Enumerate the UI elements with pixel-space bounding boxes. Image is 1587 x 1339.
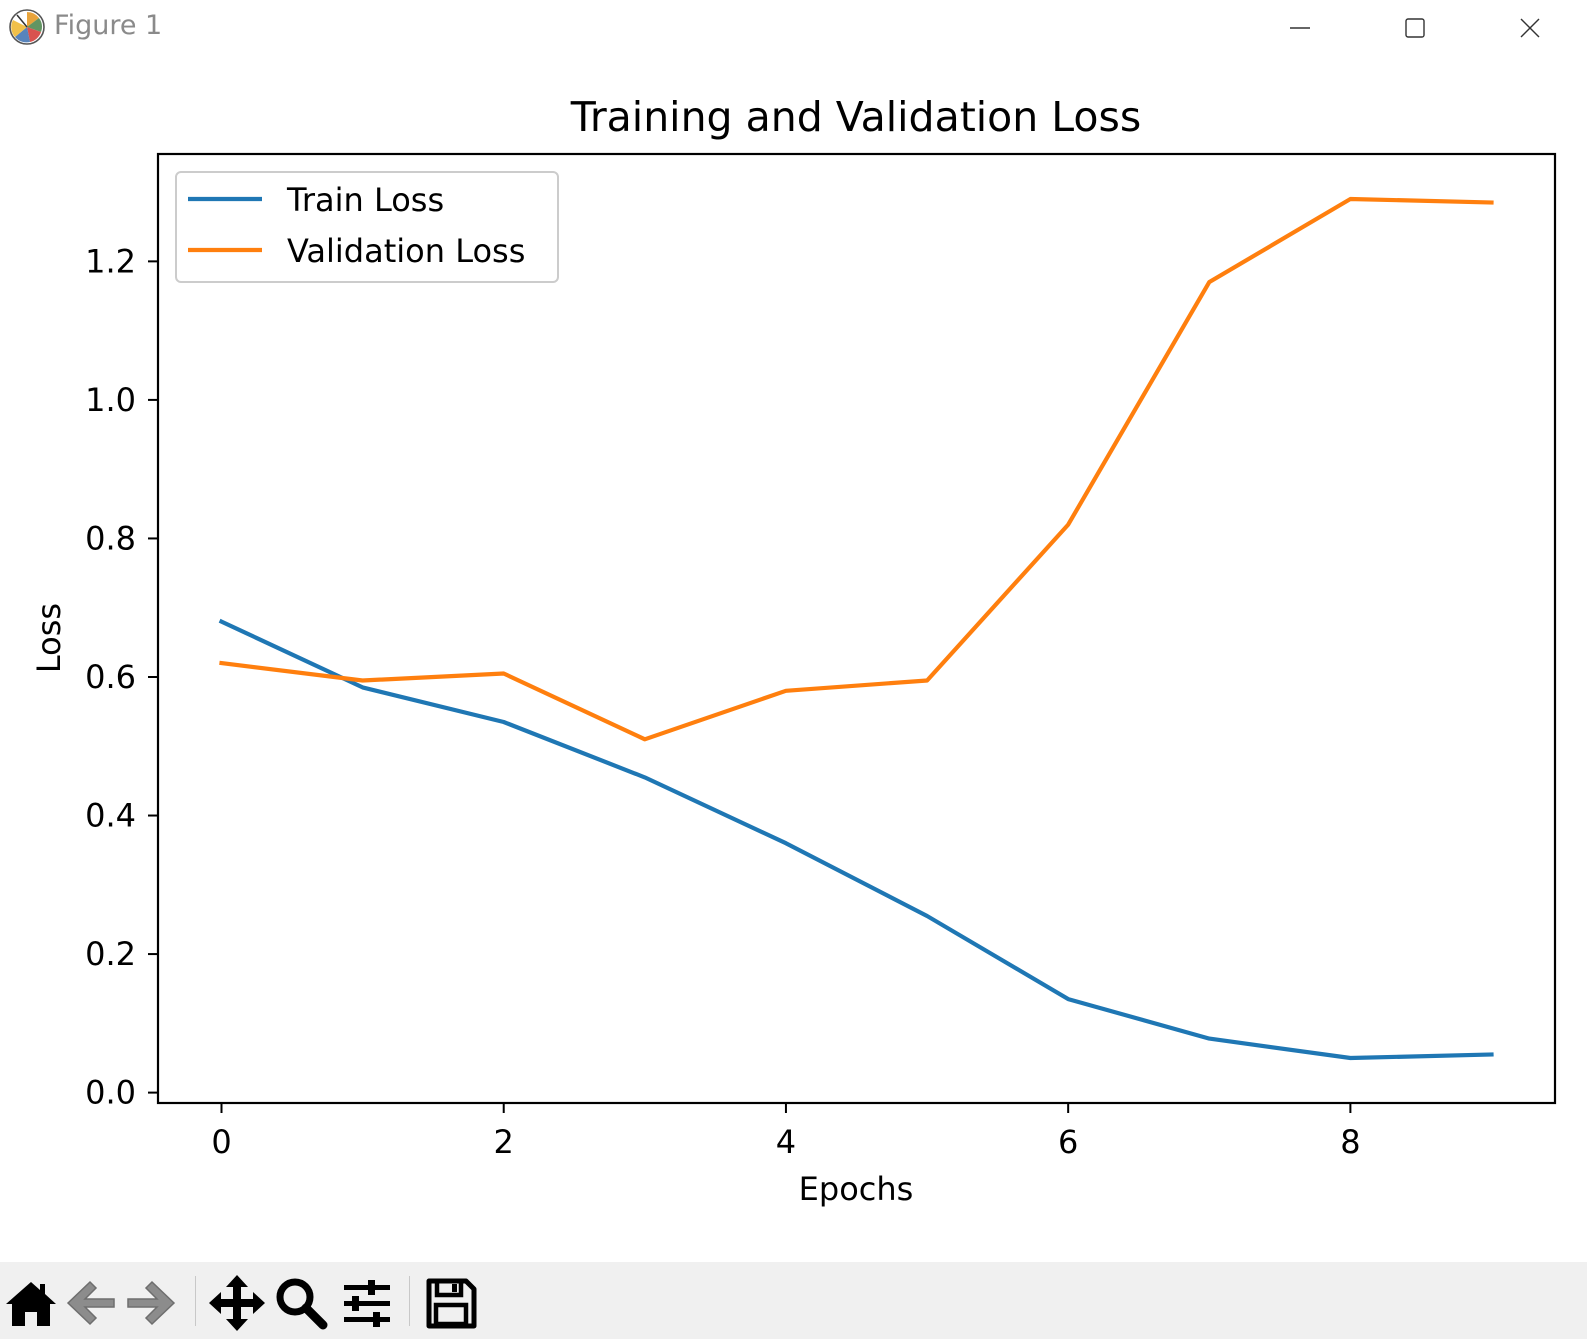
series-line-validation-loss [219,196,1494,742]
magnifier-icon [276,1278,328,1330]
figure-canvas[interactable]: Training and Validation Loss Loss Epochs… [0,56,1587,1262]
y-tick-label: 1.0 [85,381,136,419]
y-tick-label: 0.8 [85,519,136,557]
zoom-button[interactable] [270,1272,332,1334]
y-tick-label: 1.2 [85,242,136,280]
configure-subplots-button[interactable] [336,1272,398,1334]
navigation-toolbar [0,1262,1587,1339]
axes-frame [156,152,1557,1105]
y-tick-label: 0.2 [85,935,136,973]
legend: Train Loss Validation Loss [175,171,559,283]
y-tick-label: 0.4 [85,797,136,835]
x-tick-label: 6 [1058,1123,1078,1161]
line-chart: Training and Validation Loss Loss Epochs… [30,93,1557,1208]
floppy-disk-icon [426,1278,477,1329]
y-tick-label: 0.0 [85,1074,136,1112]
x-tick-label: 2 [494,1123,514,1161]
legend-box [175,171,559,283]
x-tick-label: 0 [211,1123,231,1161]
x-tick-label: 8 [1340,1123,1360,1161]
chart-title: Training and Validation Loss [570,93,1141,141]
back-button[interactable] [60,1272,122,1334]
toolbar-separator [195,1276,196,1326]
legend-label: Validation Loss [287,232,525,270]
minimize-button[interactable] [1245,0,1355,56]
maximize-button[interactable] [1360,0,1470,56]
sliders-icon [344,1280,390,1327]
forward-button[interactable] [120,1272,182,1334]
title-bar: Figure 1 [0,0,1587,56]
arrow-right-icon [127,1280,176,1326]
legend-label: Train Loss [286,181,444,219]
save-button[interactable] [420,1272,482,1334]
x-axis-label: Epochs [799,1170,914,1208]
arrow-left-icon [66,1280,115,1326]
matplotlib-logo-icon [9,9,45,45]
close-icon [1520,18,1540,38]
series-line-train-loss [218,618,1494,1061]
home-button[interactable] [0,1272,62,1334]
close-button[interactable] [1475,0,1585,56]
pan-button[interactable] [206,1272,268,1334]
toolbar-separator [409,1276,410,1326]
maximize-icon [1405,18,1425,38]
home-icon [6,1282,56,1326]
window-title: Figure 1 [54,10,163,41]
y-axis-label: Loss [30,603,68,673]
move-icon [209,1275,265,1331]
x-tick-label: 4 [776,1123,796,1161]
minimize-icon [1290,27,1310,29]
y-tick-label: 0.6 [85,658,136,696]
